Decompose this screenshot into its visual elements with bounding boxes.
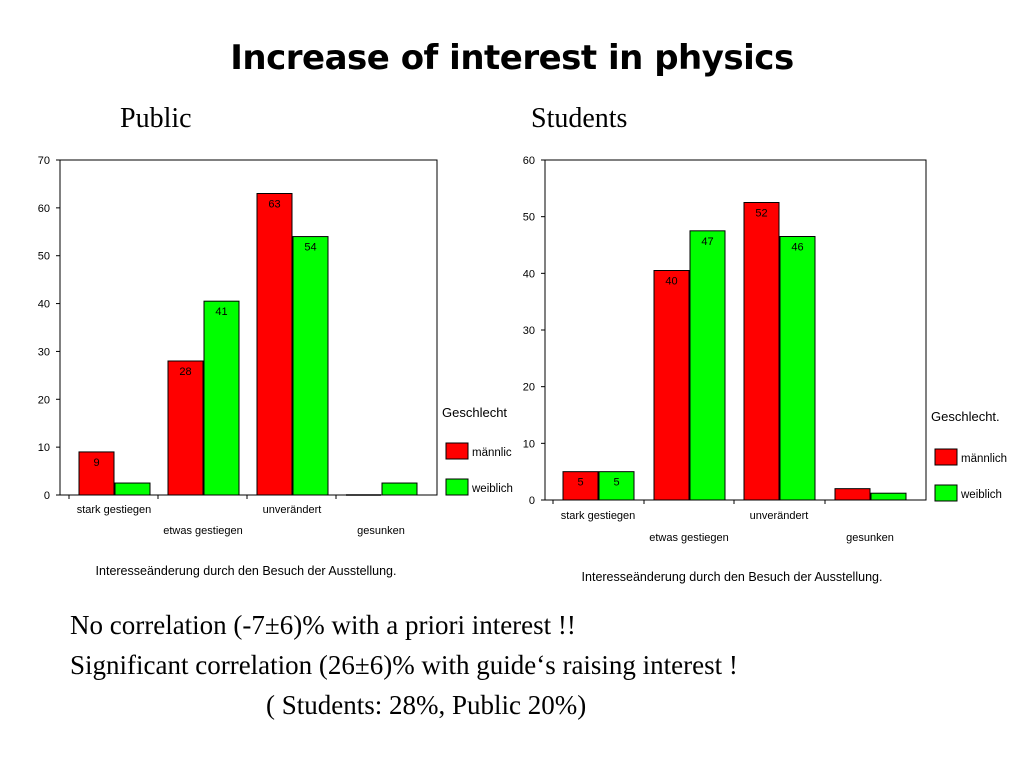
students-bar-maennlich-stark-gestiegen xyxy=(562,471,599,501)
public-y-tick-label: 70 xyxy=(38,155,50,167)
students-bar-weiblich-etwas-gestiegen xyxy=(689,230,726,501)
public-bar-weiblich-gesunken xyxy=(381,482,418,496)
public-x-category-label-etwas-gestiegen: etwas gestiegen xyxy=(163,525,243,537)
students-x-category-label-etwas-gestiegen: etwas gestiegen xyxy=(649,532,729,544)
students-legend-label-weiblich: weiblich xyxy=(960,489,1002,501)
students-data-label-maennlich-unveraendert: 52 xyxy=(755,208,767,220)
public-plot-frame xyxy=(59,159,438,496)
slide-title: Increase of interest in physics xyxy=(230,38,794,78)
public-data-label-weiblich-etwas-gestiegen: 41 xyxy=(215,306,227,318)
students-x-category-label-gesunken: gesunken xyxy=(846,532,894,544)
students-legend-swatch-maennlich xyxy=(934,448,958,466)
public-data-label-maennlich-etwas-gestiegen: 28 xyxy=(179,366,191,378)
conclusion-significant-correlation: Significant correlation (26±6)% with gui… xyxy=(70,650,738,680)
students-data-label-weiblich-unveraendert: 46 xyxy=(791,242,803,254)
public-legend-label-maennlich: männlic xyxy=(472,447,512,459)
students-bar-maennlich-unveraendert xyxy=(743,202,780,501)
students-y-tick-label: 30 xyxy=(523,325,535,337)
students-legend-swatch-weiblich xyxy=(934,484,958,502)
conclusion-no-correlation: No correlation (-7±6)% with a priori int… xyxy=(70,610,576,640)
public-y-tick-label: 20 xyxy=(38,394,50,406)
students-legend-label-maennlich: männlich xyxy=(961,453,1007,465)
public-legend-swatch-maennlich xyxy=(445,442,469,460)
students-chart-heading: Students xyxy=(531,103,628,134)
students-y-tick-label: 50 xyxy=(523,212,535,224)
public-y-tick-label: 10 xyxy=(38,442,50,454)
public-legend-label-weiblich: weiblich xyxy=(471,483,513,495)
students-y-tick-label: 20 xyxy=(523,382,535,394)
students-x-category-label-unveraendert: unverändert xyxy=(750,510,809,522)
public-y-tick-label: 60 xyxy=(38,203,50,215)
public-bar-maennlich-etwas-gestiegen xyxy=(167,360,204,496)
public-legend-title: Geschlecht xyxy=(442,405,507,420)
students-data-label-weiblich-etwas-gestiegen: 47 xyxy=(701,236,713,248)
public-data-label-maennlich-unveraendert: 63 xyxy=(268,199,280,211)
public-legend-swatch-weiblich xyxy=(445,478,469,496)
students-bar-maennlich-gesunken xyxy=(834,488,871,501)
public-y-tick-label: 30 xyxy=(38,346,50,358)
public-bar-weiblich-stark-gestiegen xyxy=(114,482,151,496)
public-x-category-label-stark-gestiegen: stark gestiegen xyxy=(77,504,152,516)
public-data-label-maennlich-stark-gestiegen: 9 xyxy=(93,457,99,469)
public-y-tick-label: 50 xyxy=(38,251,50,263)
public-y-tick-label: 0 xyxy=(44,490,50,502)
public-data-label-weiblich-unveraendert: 54 xyxy=(304,242,316,254)
public-bar-maennlich-unveraendert xyxy=(256,193,293,496)
public-bar-weiblich-etwas-gestiegen xyxy=(203,300,240,496)
students-data-label-maennlich-stark-gestiegen: 5 xyxy=(577,477,583,489)
students-data-label-maennlich-etwas-gestiegen: 40 xyxy=(665,276,677,288)
students-bar-weiblich-unveraendert xyxy=(779,236,816,501)
students-bar-weiblich-stark-gestiegen xyxy=(598,471,635,501)
students-y-tick-label: 10 xyxy=(523,438,535,450)
students-x-category-label-stark-gestiegen: stark gestiegen xyxy=(561,510,636,522)
public-x-category-label-unveraendert: unverändert xyxy=(263,504,322,516)
students-y-tick-label: 0 xyxy=(529,495,535,507)
students-plot-frame xyxy=(544,159,927,501)
public-x-category-label-gesunken: gesunken xyxy=(357,525,405,537)
public-bar-maennlich-stark-gestiegen xyxy=(78,451,115,496)
students-bar-maennlich-etwas-gestiegen xyxy=(653,270,690,501)
public-chart-heading: Public xyxy=(120,103,192,134)
students-y-tick-label: 60 xyxy=(523,155,535,167)
students-legend-title: Geschlecht. xyxy=(931,409,1000,424)
public-y-tick-label: 40 xyxy=(38,299,50,311)
students-bar-weiblich-gesunken xyxy=(870,492,907,501)
students-x-axis-title: Interesseänderung durch den Besuch der A… xyxy=(582,570,883,584)
conclusion-students-public-percent: ( Students: 28%, Public 20%) xyxy=(266,690,587,720)
public-bar-weiblich-unveraendert xyxy=(292,236,329,496)
students-y-tick-label: 40 xyxy=(523,268,535,280)
students-data-label-weiblich-stark-gestiegen: 5 xyxy=(613,477,619,489)
public-x-axis-title: Interesseänderung durch den Besuch der A… xyxy=(96,564,397,578)
